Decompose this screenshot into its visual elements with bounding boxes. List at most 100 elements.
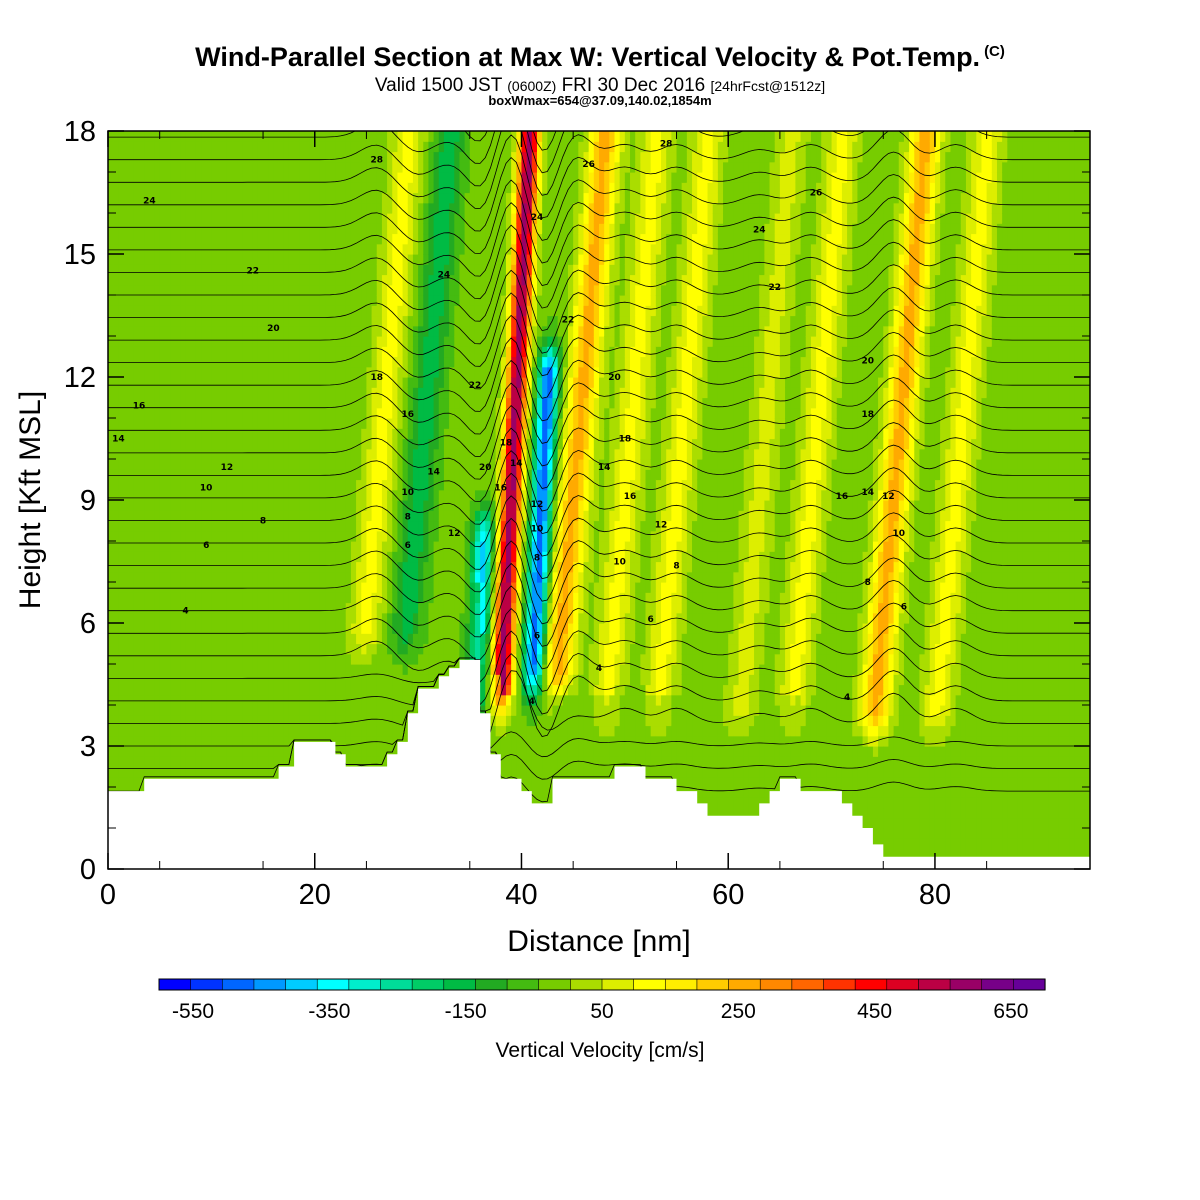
velocity-cell [314,131,321,142]
velocity-cell [149,664,156,675]
velocity-cell [356,571,362,583]
velocity-cell [443,274,450,286]
velocity-cell [423,489,430,501]
velocity-cell [237,561,243,573]
velocity-cell [175,131,181,142]
velocity-cell [154,459,161,470]
velocity-cell [159,674,166,686]
velocity-cell [118,643,125,655]
velocity-cell [175,694,181,706]
velocity-cell [366,264,373,276]
velocity-cell [443,571,450,583]
velocity-cell [361,612,368,624]
velocity-cell [273,428,280,440]
velocity-cell [278,397,285,409]
velocity-cell [325,346,331,358]
velocity-cell [216,192,223,204]
velocity-cell [123,561,130,573]
velocity-cell [418,664,424,675]
velocity-cell [185,366,192,378]
velocity-cell [180,705,187,716]
velocity-cell [304,264,311,276]
velocity-cell [180,520,187,532]
velocity-cell [402,213,409,224]
velocity-cell [309,377,316,388]
velocity-cell [304,407,311,419]
velocity-cell [237,479,243,491]
velocity-cell [221,561,228,573]
velocity-cell [216,202,223,214]
velocity-cell [195,561,202,573]
velocity-cell [123,141,130,153]
velocity-cell [294,500,300,511]
velocity-cell [392,643,399,655]
velocity-cell [283,243,290,255]
velocity-cell [319,612,326,624]
velocity-cell [232,233,238,245]
velocity-cell [237,746,243,757]
velocity-cell [128,530,135,542]
velocity-cell [128,694,135,706]
velocity-cell [449,356,455,368]
velocity-cell [381,387,388,399]
velocity-cell [376,561,383,573]
velocity-cell [294,315,300,327]
velocity-cell [423,264,430,276]
velocity-cell [314,530,321,542]
velocity-cell [423,387,430,399]
velocity-cell [304,377,311,388]
velocity-cell [206,705,212,716]
velocity-cell [278,694,285,706]
velocity-cell [376,315,383,327]
velocity-cell [201,243,207,255]
velocity-cell [149,643,156,655]
velocity-cell [237,489,243,501]
velocity-cell [232,541,238,552]
velocity-cell [123,459,130,470]
velocity-cell [454,346,461,358]
velocity-cell [180,643,187,655]
velocity-cell [314,356,321,368]
velocity-cell [304,735,311,747]
velocity-cell [149,284,156,296]
velocity-cell [459,131,466,142]
velocity-cell [190,202,197,214]
velocity-cell [371,746,378,757]
velocity-cell [195,274,202,286]
velocity-cell [159,725,166,737]
velocity-cell [371,705,378,716]
velocity-cell [330,325,337,337]
velocity-cell [123,735,130,747]
velocity-cell [361,735,368,747]
velocity-cell [159,161,166,173]
velocity-cell [128,397,135,409]
velocity-cell [428,264,435,276]
velocity-cell [397,284,404,296]
velocity-cell [128,243,135,255]
velocity-cell [418,172,424,183]
velocity-cell [454,387,461,399]
velocity-cell [350,561,357,573]
velocity-cell [392,141,399,153]
velocity-cell [433,213,440,224]
velocity-cell [402,602,409,614]
velocity-cell [330,489,337,501]
velocity-cell [133,305,140,317]
velocity-cell [201,469,207,481]
velocity-cell [118,356,125,368]
velocity-cell [397,561,404,573]
velocity-cell [247,510,254,522]
velocity-cell [232,243,238,255]
velocity-cell [123,694,130,706]
velocity-cell [263,131,269,142]
velocity-cell [371,571,378,583]
velocity-cell [459,182,466,194]
velocity-cell [294,561,300,573]
velocity-cell [175,325,181,337]
velocity-cell [154,705,161,716]
title-units-mark: (C) [984,43,1005,60]
velocity-cell [340,213,347,224]
velocity-cell [216,397,223,409]
velocity-cell [371,735,378,747]
velocity-cell [387,284,393,296]
